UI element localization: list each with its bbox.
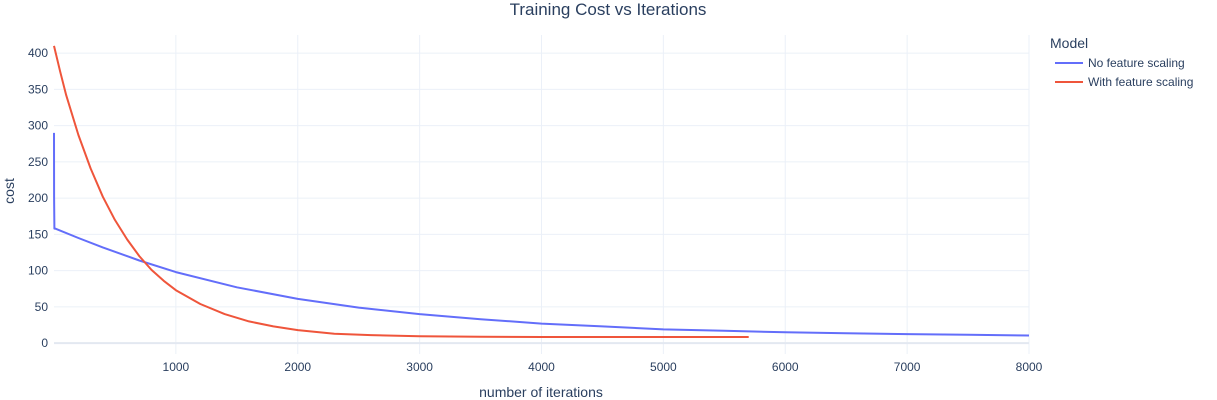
x-tick-label: 2000 xyxy=(284,360,311,374)
legend: Model No feature scaling With feature sca… xyxy=(1050,35,1193,89)
y-axis-label: cost xyxy=(1,178,17,204)
y-tick-label: 100 xyxy=(28,264,48,278)
y-tick-label: 0 xyxy=(41,336,48,350)
x-axis-ticks: 1000 2000 3000 4000 5000 6000 7000 8000 xyxy=(163,360,1043,374)
x-tick-label: 4000 xyxy=(528,360,555,374)
legend-item-label: With feature scaling xyxy=(1088,75,1193,89)
y-tick-label: 50 xyxy=(35,300,49,314)
plot-area xyxy=(53,45,1030,338)
x-tick-label: 3000 xyxy=(406,360,433,374)
y-tick-label: 400 xyxy=(28,46,48,60)
y-tick-label: 300 xyxy=(28,119,48,133)
legend-item-label: No feature scaling xyxy=(1088,56,1185,70)
y-axis-ticks: 0 50 100 150 200 250 300 350 400 xyxy=(28,46,48,350)
x-axis-label: number of iterations xyxy=(479,384,603,400)
y-tick-label: 200 xyxy=(28,191,48,205)
y-tick-label: 150 xyxy=(28,227,48,241)
x-tick-label: 1000 xyxy=(163,360,190,374)
y-tick-label: 250 xyxy=(28,155,48,169)
chart-title: Training Cost vs Iterations xyxy=(510,0,707,19)
x-tick-label: 5000 xyxy=(650,360,677,374)
y-tick-label: 350 xyxy=(28,82,48,96)
x-tick-label: 8000 xyxy=(1016,360,1043,374)
x-tick-label: 7000 xyxy=(894,360,921,374)
series-line-1 xyxy=(53,132,1030,337)
series-line-2 xyxy=(53,45,749,338)
legend-title: Model xyxy=(1050,35,1088,51)
grid xyxy=(54,35,1030,354)
x-tick-label: 6000 xyxy=(772,360,799,374)
